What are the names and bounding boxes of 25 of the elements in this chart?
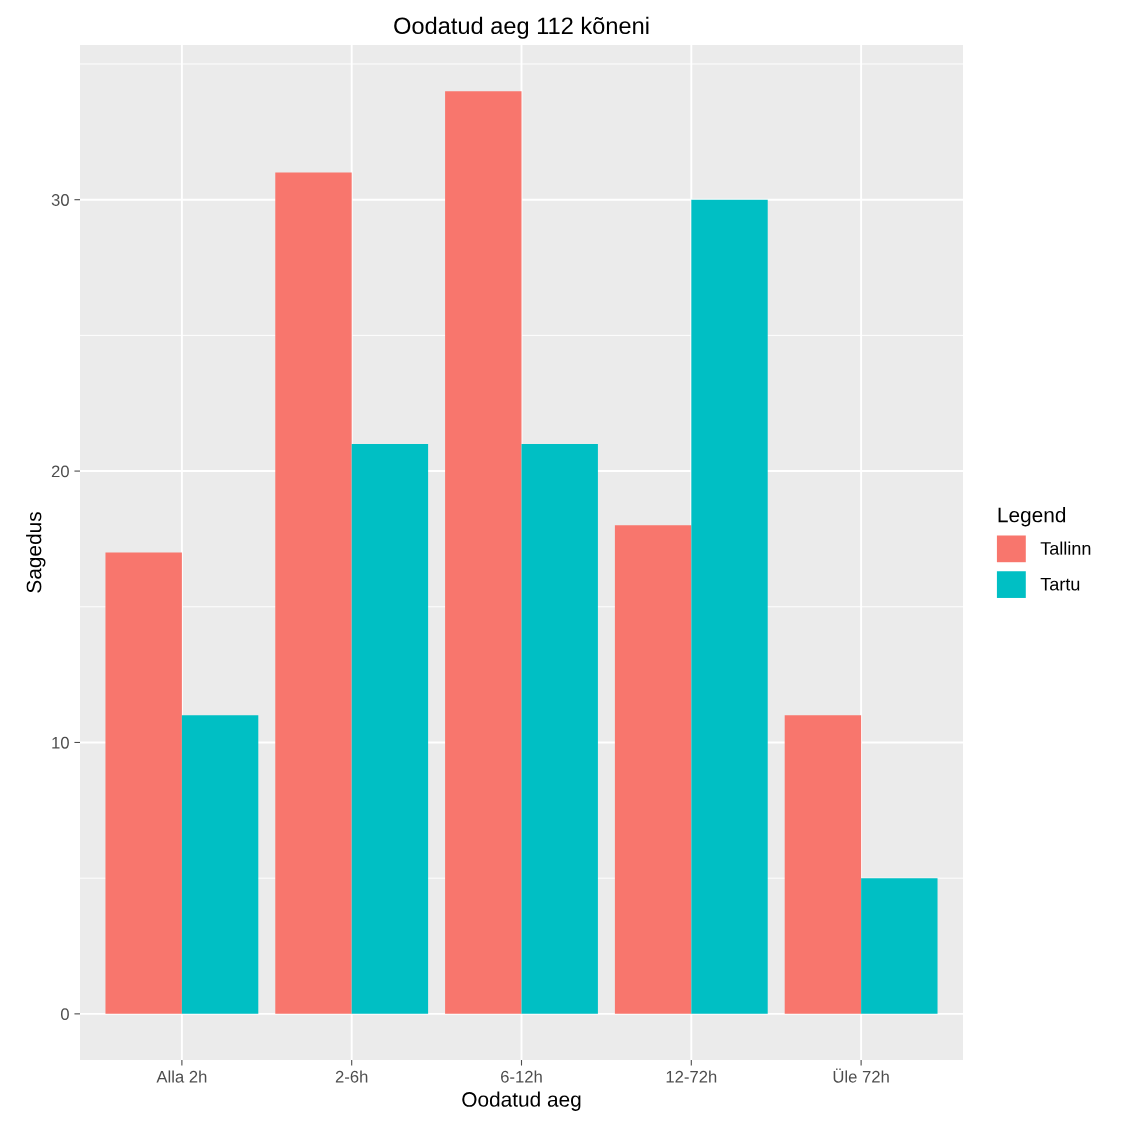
bar [351,443,429,1014]
y-tick-label: 20 [51,465,69,478]
bar [445,91,522,1014]
bar [784,715,862,1014]
bar [275,172,352,1014]
x-tick-label: 12-72h [666,1070,717,1083]
x-axis-title: Oodatud aeg [462,1091,581,1111]
y-tick-label: 10 [52,736,69,749]
y-axis-title: Sagedus [26,512,46,593]
bar [105,552,182,1014]
chart-title: Oodatud aeg 112 kõneni [394,16,649,39]
x-tick-label: Üle 72h [833,1068,889,1083]
bar [181,715,259,1014]
bar [691,199,768,1014]
x-tick-label: Alla 2h [156,1070,207,1083]
bar [614,525,692,1014]
bar [861,878,938,1014]
x-tick-label: 2-6h [335,1070,368,1083]
x-tick-label: 6-12h [501,1070,542,1083]
legend-label: Tallinn [1040,541,1091,555]
legend-title: Legend [998,507,1066,527]
legend-label: Tartu [1040,577,1080,591]
bar [521,443,598,1014]
y-tick-label: 0 [60,1008,69,1021]
y-tick-label: 30 [51,194,69,206]
